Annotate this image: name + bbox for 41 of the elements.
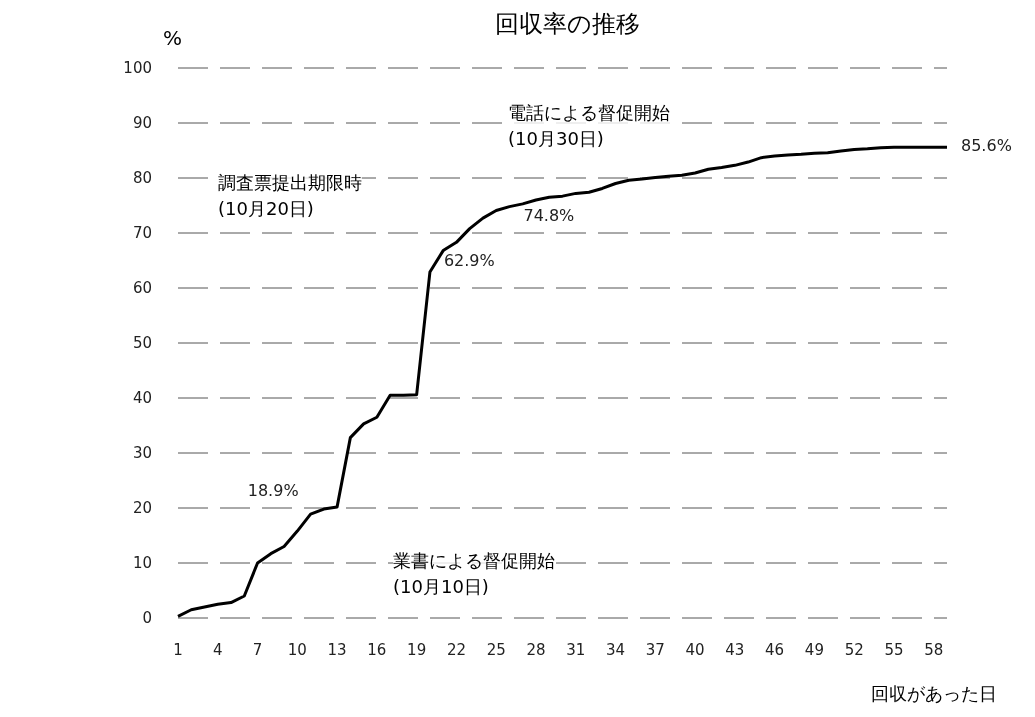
x-tick-label: 10 bbox=[287, 640, 307, 659]
data-label: 85.6% bbox=[961, 136, 1012, 156]
y-tick-label: 60 bbox=[132, 279, 152, 298]
data-label: 74.8% bbox=[523, 205, 575, 225]
x-tick-label: 52 bbox=[844, 640, 864, 659]
y-tick-label: 80 bbox=[132, 169, 152, 188]
x-tick-label: 19 bbox=[407, 640, 427, 659]
x-tick-label: 7 bbox=[252, 640, 263, 659]
y-tick-label: 30 bbox=[132, 444, 152, 463]
chart-title: 回収率の推移 bbox=[495, 10, 640, 38]
y-tick-label: 0 bbox=[142, 609, 152, 628]
annotation: 電話による督促開始 (10月30日) bbox=[508, 100, 670, 152]
x-tick-label: 58 bbox=[924, 640, 944, 659]
x-tick-label: 37 bbox=[645, 640, 665, 659]
y-tick-label: 90 bbox=[132, 114, 152, 133]
x-tick-label: 43 bbox=[725, 640, 745, 659]
x-tick-label: 49 bbox=[804, 640, 824, 659]
y-tick-label: 20 bbox=[132, 499, 152, 518]
y-tick-label: 50 bbox=[132, 334, 152, 353]
y-tick-label: 40 bbox=[132, 389, 152, 408]
data-label: 62.9% bbox=[443, 251, 495, 271]
x-tick-label: 1 bbox=[173, 640, 183, 659]
annotation: 業書による督促開始 (10月10日) bbox=[393, 548, 555, 600]
annotation: 調査票提出期限時 (10月20日) bbox=[218, 170, 362, 222]
x-tick-label: 28 bbox=[526, 640, 546, 659]
x-tick-label: 16 bbox=[367, 640, 387, 659]
x-tick-label: 13 bbox=[327, 640, 347, 659]
y-tick-label: 10 bbox=[132, 554, 152, 573]
y-axis-title: % bbox=[163, 26, 183, 50]
x-axis-title: 回収があった日 bbox=[871, 682, 997, 706]
x-tick-label: 31 bbox=[566, 640, 586, 659]
x-tick-label: 40 bbox=[685, 640, 705, 659]
x-tick-label: 34 bbox=[605, 640, 626, 659]
y-tick-label: 100 bbox=[123, 59, 152, 78]
x-tick-label: 22 bbox=[446, 640, 466, 659]
data-label: 18.9% bbox=[247, 481, 299, 501]
y-tick-label: 70 bbox=[132, 224, 152, 243]
x-tick-label: 4 bbox=[213, 640, 223, 659]
x-tick-label: 25 bbox=[486, 640, 506, 659]
x-tick-label: 55 bbox=[884, 640, 904, 659]
x-tick-label: 46 bbox=[765, 640, 785, 659]
